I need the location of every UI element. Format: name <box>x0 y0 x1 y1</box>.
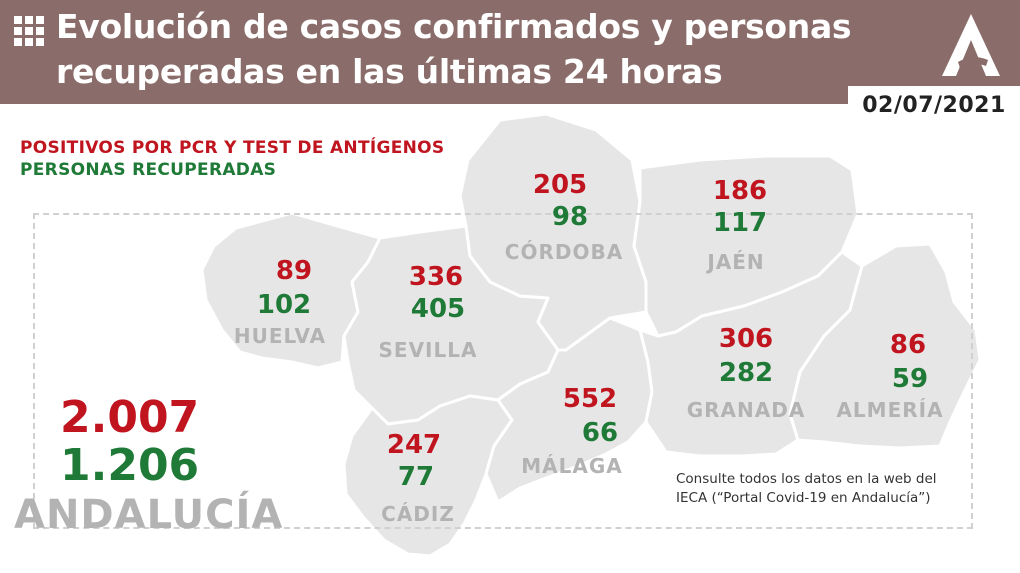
cordoba-name: CÓRDOBA <box>504 240 624 264</box>
footnote: Consulte todos los datos en la web del I… <box>676 470 976 508</box>
almeria-positives: 86 <box>889 330 927 360</box>
cadiz-positives: 247 <box>386 430 442 460</box>
cadiz-name: CÁDIZ <box>381 502 455 526</box>
granada-recovered: 282 <box>718 358 774 388</box>
sevilla-recovered: 405 <box>410 294 466 324</box>
title-line-1: Evolución de casos confirmados y persona… <box>56 7 852 46</box>
map-frame <box>33 213 973 529</box>
huelva-positives: 89 <box>275 256 313 286</box>
date-label: 02/07/2021 <box>848 86 1020 126</box>
jaen-positives: 186 <box>712 176 768 206</box>
total-recovered: 1.206 <box>60 440 200 491</box>
legend-positives: POSITIVOS POR PCR Y TEST DE ANTÍGENOS <box>20 138 445 158</box>
title-line-2: recuperadas en las últimas 24 horas <box>56 52 723 91</box>
malaga-name: MÁLAGA <box>521 454 623 478</box>
map-province-huelva <box>200 211 382 370</box>
huelva-recovered: 102 <box>256 290 312 320</box>
total-positives: 2.007 <box>60 392 200 443</box>
footnote-line-2: IECA (“Portal Covid-19 en Andalucía”) <box>676 490 931 506</box>
sevilla-name: SEVILLA <box>378 338 478 362</box>
malaga-recovered: 66 <box>581 418 619 448</box>
cordoba-positives: 205 <box>532 170 588 200</box>
total-region-name: ANDALUCÍA <box>14 492 284 538</box>
page-title: Evolución de casos confirmados y persona… <box>56 4 896 94</box>
malaga-positives: 552 <box>562 384 618 414</box>
junta-andalucia-logo-icon <box>942 14 1000 76</box>
map-province-cadiz <box>342 394 514 558</box>
map-province-almeria <box>788 242 982 450</box>
sevilla-positives: 336 <box>408 262 464 292</box>
grid-icon <box>14 16 44 46</box>
legend-recovered: PERSONAS RECUPERADAS <box>20 160 277 180</box>
huelva-name: HUELVA <box>233 324 327 348</box>
jaen-recovered: 117 <box>712 208 768 238</box>
footnote-line-1: Consulte todos los datos en la web del <box>676 471 937 487</box>
cadiz-recovered: 77 <box>397 462 435 492</box>
granada-positives: 306 <box>718 324 774 354</box>
almeria-recovered: 59 <box>891 364 929 394</box>
cordoba-recovered: 98 <box>551 202 589 232</box>
header-bar: Evolución de casos confirmados y persona… <box>0 0 1020 104</box>
granada-name: GRANADA <box>686 398 806 422</box>
jaen-name: JAÉN <box>707 250 765 274</box>
almeria-name: ALMERÍA <box>836 398 944 422</box>
